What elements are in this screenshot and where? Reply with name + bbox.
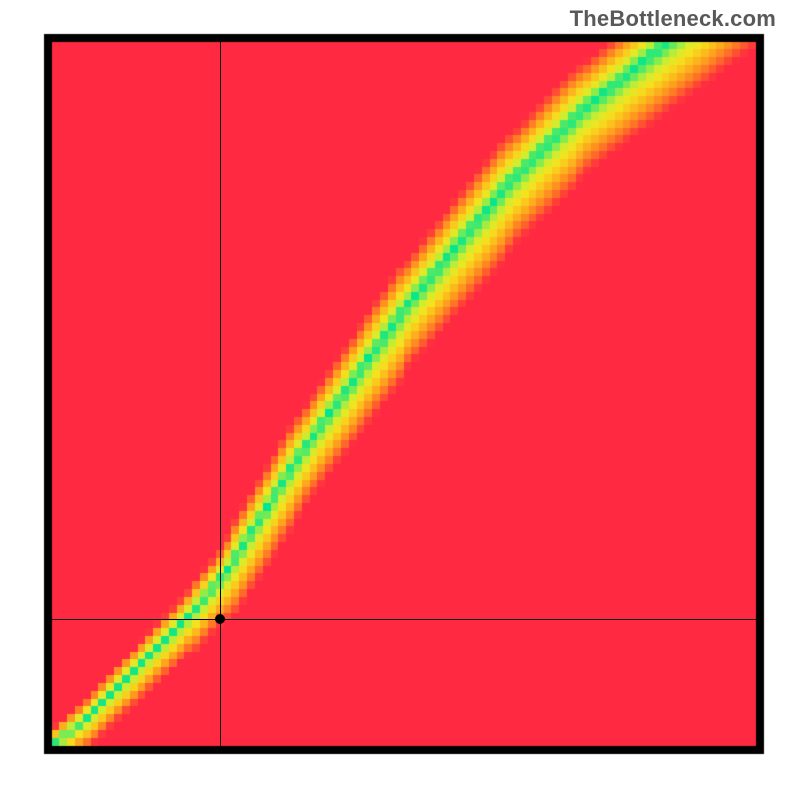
crosshair-horizontal [52, 619, 756, 620]
crosshair-marker [215, 614, 225, 624]
chart-root: { "watermark": { "text": "TheBottleneck.… [0, 0, 800, 800]
crosshair-vertical [220, 42, 221, 746]
bottleneck-heatmap [0, 0, 800, 800]
watermark-text: TheBottleneck.com [570, 6, 776, 32]
